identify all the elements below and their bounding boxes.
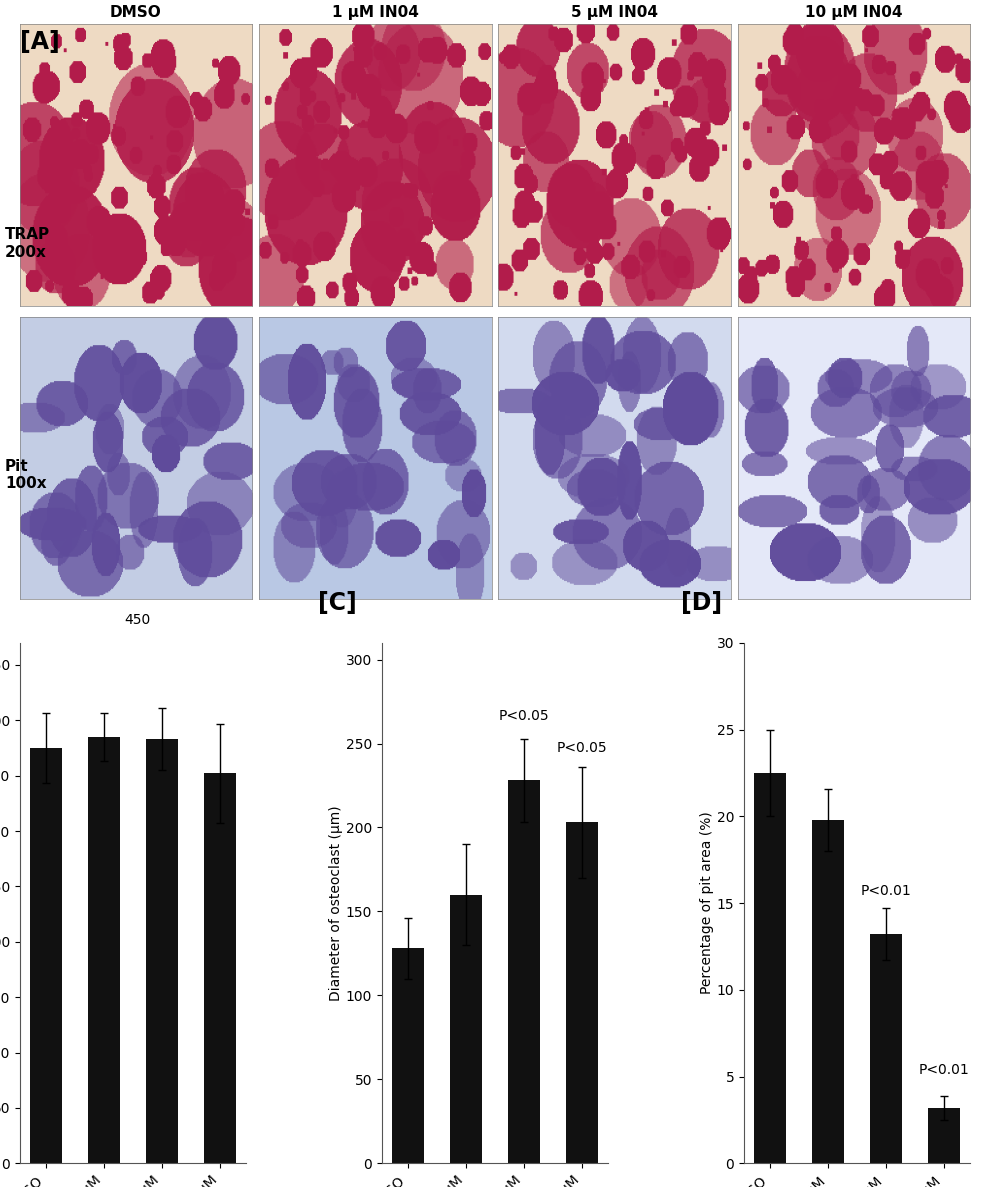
Text: [D]: [D] (680, 591, 722, 615)
Bar (508, 781, 540, 1163)
Text: P<0.05: P<0.05 (556, 742, 607, 755)
Y-axis label: Percentage of pit area (%): Percentage of pit area (%) (700, 812, 714, 995)
Text: 450: 450 (125, 614, 150, 627)
Text: TRAP
200x: TRAP 200x (5, 227, 50, 260)
Bar (30, 748, 62, 1163)
Title: 5 μM IN04: 5 μM IN04 (571, 5, 658, 20)
Text: P<0.05: P<0.05 (499, 710, 549, 723)
Bar (566, 823, 598, 1163)
Text: P<0.01: P<0.01 (860, 884, 912, 897)
Text: [A]: [A] (20, 30, 59, 53)
Text: [C]: [C] (319, 591, 357, 615)
Bar (146, 740, 178, 1163)
Title: DMSO: DMSO (110, 5, 161, 20)
Title: 10 μM IN04: 10 μM IN04 (805, 5, 903, 20)
Bar (812, 820, 844, 1163)
Bar (754, 773, 786, 1163)
Text: Pit
100x: Pit 100x (5, 458, 47, 491)
Bar (392, 948, 424, 1163)
Bar (88, 737, 120, 1163)
Bar (870, 934, 902, 1163)
Text: P<0.01: P<0.01 (919, 1062, 969, 1077)
Bar (204, 774, 236, 1163)
Title: 1 μM IN04: 1 μM IN04 (332, 5, 419, 20)
Bar (450, 895, 482, 1163)
Bar (928, 1107, 960, 1163)
Y-axis label: Diameter of osteoclast (μm): Diameter of osteoclast (μm) (329, 805, 343, 1001)
